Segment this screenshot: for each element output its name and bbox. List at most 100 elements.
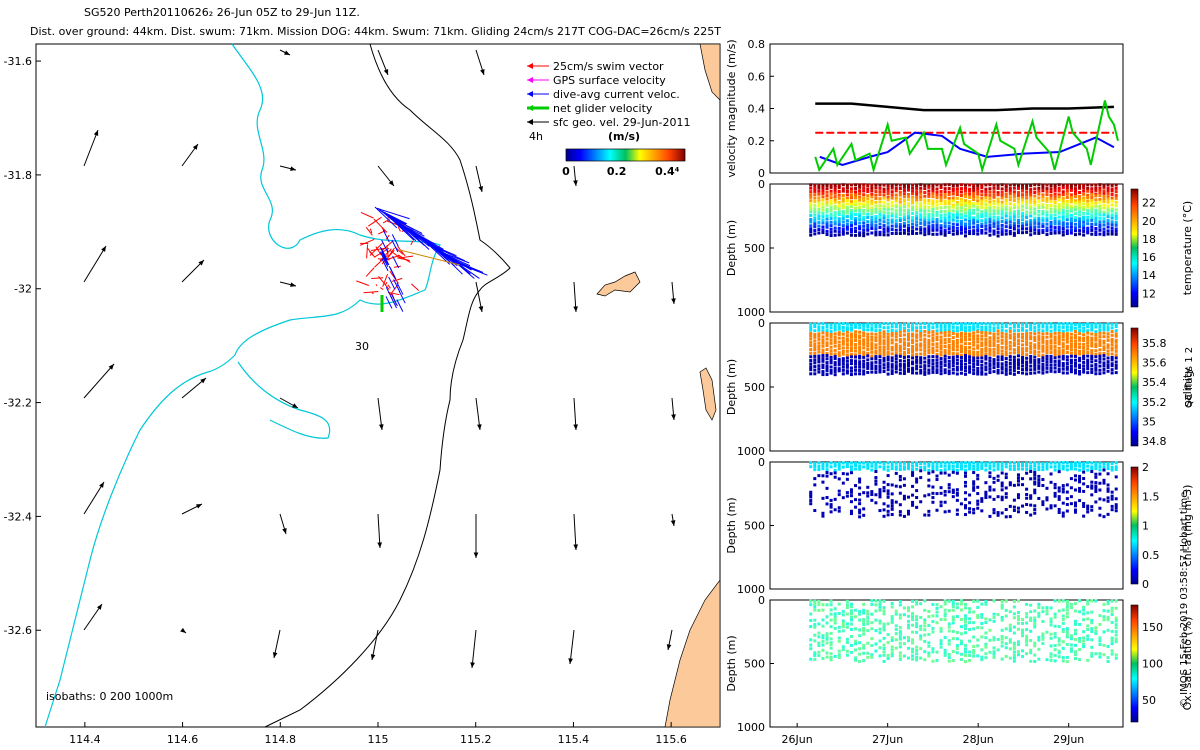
data-point — [968, 216, 972, 220]
data-point — [886, 489, 890, 493]
data-point — [1106, 499, 1110, 503]
data-point — [1078, 610, 1082, 614]
data-point — [837, 336, 841, 340]
current-vector — [429, 243, 457, 257]
data-point — [1004, 214, 1008, 218]
data-point — [992, 650, 996, 654]
data-point — [1065, 337, 1069, 341]
data-point — [947, 372, 951, 376]
data-point — [951, 650, 955, 654]
data-point — [1012, 227, 1016, 231]
data-point — [1082, 183, 1086, 187]
data-point — [939, 347, 943, 351]
data-point — [1053, 204, 1057, 208]
data-point — [1086, 325, 1090, 329]
data-point — [1045, 630, 1049, 634]
data-point — [874, 227, 878, 231]
data-point — [833, 191, 837, 195]
data-point — [939, 350, 943, 354]
swim-vector — [397, 257, 410, 261]
data-point — [1008, 211, 1012, 215]
data-point — [1000, 355, 1004, 359]
data-point — [1049, 332, 1053, 336]
data-point — [939, 335, 943, 339]
data-point — [841, 187, 845, 191]
data-point — [890, 348, 894, 352]
data-point — [1082, 196, 1086, 200]
data-point — [943, 608, 947, 612]
data-point — [923, 650, 927, 654]
data-point — [992, 350, 996, 354]
data-point — [972, 337, 976, 341]
geo-velocity-arrow-head — [93, 130, 99, 136]
y-tick-label: 0.6 — [748, 70, 766, 83]
data-point — [817, 599, 821, 603]
data-point — [915, 217, 919, 221]
data-point — [931, 192, 935, 196]
data-point — [829, 646, 833, 650]
swim-vector — [411, 283, 420, 292]
data-point — [1078, 363, 1082, 367]
data-point — [882, 461, 886, 465]
data-point — [1029, 610, 1033, 614]
data-point — [992, 461, 996, 465]
data-point — [837, 360, 841, 364]
data-point — [915, 214, 919, 218]
data-point — [988, 322, 992, 326]
data-point — [1102, 339, 1106, 343]
data-point — [988, 190, 992, 194]
legend-label: 25cm/s swim vector — [553, 60, 664, 73]
data-point — [927, 351, 931, 355]
data-point — [1094, 338, 1098, 342]
data-point — [984, 642, 988, 646]
data-point — [915, 326, 919, 330]
data-point — [1037, 335, 1041, 339]
data-point — [988, 336, 992, 340]
data-point — [1053, 331, 1057, 335]
data-point — [906, 351, 910, 355]
data-point — [980, 363, 984, 367]
data-point — [939, 605, 943, 609]
data-point — [809, 351, 813, 355]
data-point — [813, 605, 817, 609]
data-point — [1004, 367, 1008, 371]
data-point — [902, 189, 906, 193]
data-point — [1053, 359, 1057, 363]
data-point — [935, 223, 939, 227]
data-point — [1029, 337, 1033, 341]
data-point — [955, 651, 959, 655]
data-point — [878, 207, 882, 211]
data-point — [980, 466, 984, 470]
data-point — [825, 201, 829, 205]
data-point — [1000, 338, 1004, 342]
data-point — [1025, 356, 1029, 360]
current-vector — [457, 263, 488, 276]
data-point — [1106, 200, 1110, 204]
data-point — [915, 329, 919, 333]
data-point — [862, 461, 866, 465]
data-point — [882, 514, 886, 518]
data-point — [919, 348, 923, 352]
data-point — [992, 343, 996, 347]
data-point — [972, 351, 976, 355]
data-point — [927, 368, 931, 372]
data-point — [862, 212, 866, 216]
data-point — [1090, 370, 1094, 374]
data-point — [829, 599, 833, 603]
data-point — [1098, 322, 1102, 326]
data-point — [882, 606, 886, 610]
data-point — [964, 372, 968, 376]
current-vector — [381, 258, 389, 272]
data-point — [1016, 224, 1020, 228]
data-point — [841, 481, 845, 485]
data-point — [1090, 465, 1094, 469]
data-point — [858, 345, 862, 349]
data-point — [1086, 212, 1090, 216]
data-point — [1106, 229, 1110, 233]
data-point — [898, 186, 902, 190]
data-point — [955, 334, 959, 338]
data-point — [1049, 225, 1053, 229]
data-point — [845, 219, 849, 223]
data-point — [1065, 183, 1069, 187]
